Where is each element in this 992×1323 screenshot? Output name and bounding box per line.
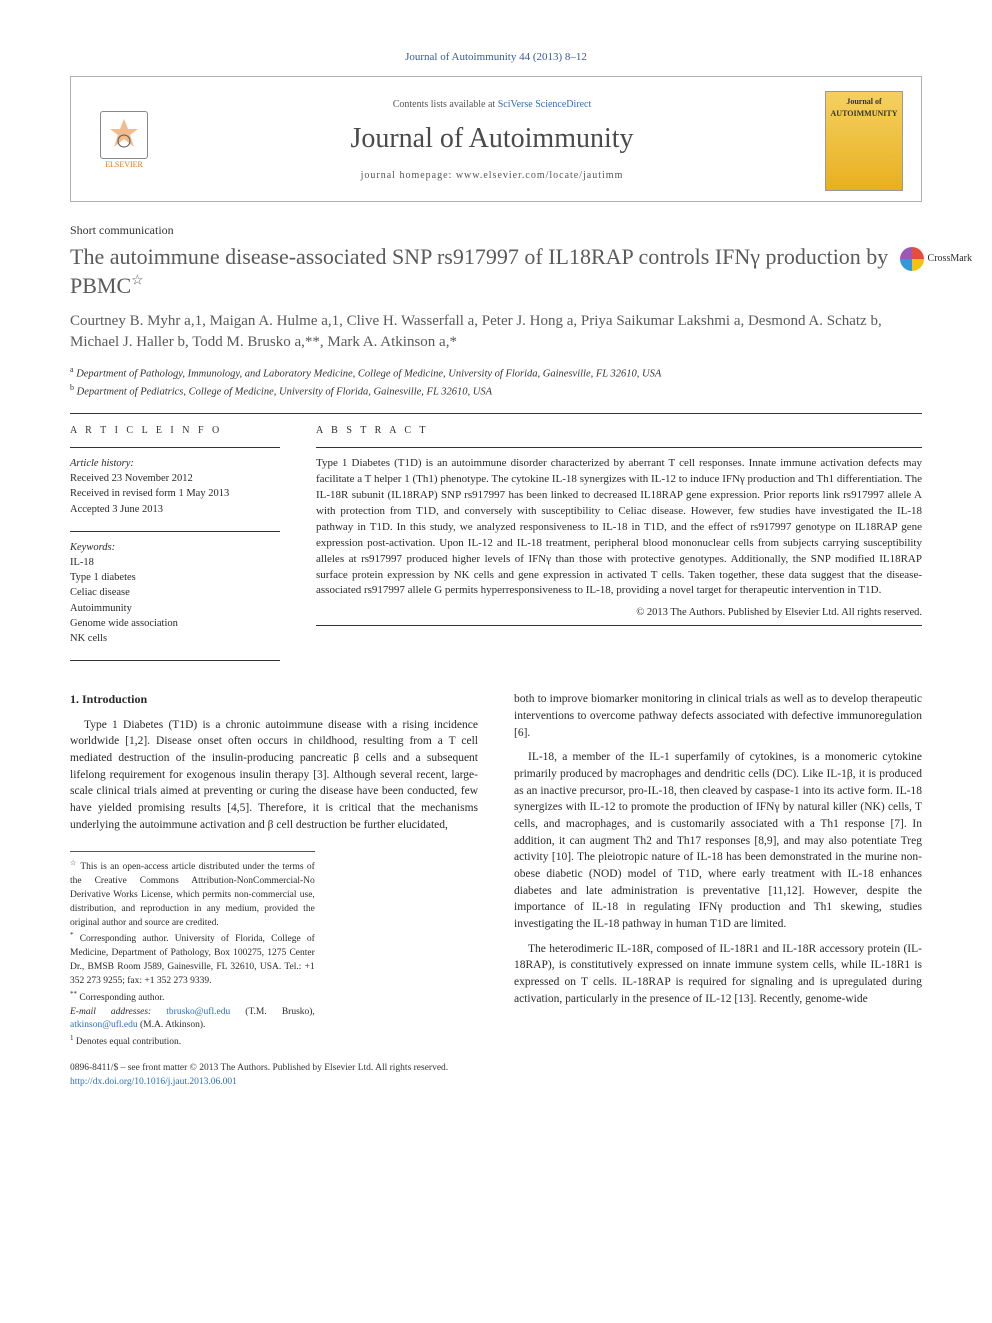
footnote-star-icon: ☆ <box>131 274 144 289</box>
elsevier-tree-icon <box>100 111 148 159</box>
crossmark-badge[interactable]: CrossMark <box>900 247 972 271</box>
divider <box>70 413 922 414</box>
journal-homepage[interactable]: journal homepage: www.elsevier.com/locat… <box>179 169 805 184</box>
keywords-label: Keywords: <box>70 542 115 553</box>
intro-para-3: IL-18, a member of the IL-1 superfamily … <box>514 749 922 932</box>
keyword: Type 1 diabetes <box>70 572 136 583</box>
history-label: Article history: <box>70 458 134 469</box>
email-link-2[interactable]: atkinson@ufl.edu <box>70 1020 138 1030</box>
journal-citation: Journal of Autoimmunity 44 (2013) 8–12 <box>70 50 922 66</box>
contents-available: Contents lists available at SciVerse Sci… <box>179 98 805 113</box>
footnotes: ☆ This is an open-access article distrib… <box>70 851 315 1050</box>
sciencedirect-link[interactable]: SciVerse ScienceDirect <box>498 99 592 110</box>
journal-cover-thumbnail: Journal of AUTOIMMUNITY <box>825 91 903 191</box>
publisher-label: ELSEVIER <box>105 159 143 171</box>
crossmark-label: CrossMark <box>928 252 972 267</box>
article-info-column: A R T I C L E I N F O Article history: R… <box>70 424 280 661</box>
intro-para-1: Type 1 Diabetes (T1D) is a chronic autoi… <box>70 717 478 834</box>
revised-date: Received in revised form 1 May 2013 <box>70 488 229 499</box>
abstract-copyright: © 2013 The Authors. Published by Elsevie… <box>316 605 922 620</box>
abstract-column: A B S T R A C T Type 1 Diabetes (T1D) is… <box>316 424 922 661</box>
abstract-text: Type 1 Diabetes (T1D) is an autoimmune d… <box>316 447 922 599</box>
front-matter-line: 0896-8411/$ – see front matter © 2013 Th… <box>70 1063 448 1073</box>
crossmark-icon <box>900 247 924 271</box>
article-info-heading: A R T I C L E I N F O <box>70 424 280 439</box>
intro-para-2: both to improve biomarker monitoring in … <box>514 691 922 741</box>
journal-name: Journal of Autoimmunity <box>179 119 805 160</box>
abstract-heading: A B S T R A C T <box>316 424 922 439</box>
email-link-1[interactable]: tbrusko@ufl.edu <box>166 1007 230 1017</box>
keyword: Celiac disease <box>70 587 130 598</box>
elsevier-logo: ELSEVIER <box>89 101 159 181</box>
cover-title: Journal of AUTOIMMUNITY <box>830 96 898 119</box>
received-date: Received 23 November 2012 <box>70 473 193 484</box>
keyword: Autoimmunity <box>70 603 132 614</box>
keyword: NK cells <box>70 633 107 644</box>
doi-link[interactable]: http://dx.doi.org/10.1016/j.jaut.2013.06… <box>70 1077 237 1087</box>
article-type: Short communication <box>70 222 922 239</box>
emails-label: E-mail addresses: <box>70 1007 151 1017</box>
journal-header: ELSEVIER Contents lists available at Sci… <box>70 76 922 202</box>
article-title: The autoimmune disease-associated SNP rs… <box>70 243 922 300</box>
accepted-date: Accepted 3 June 2013 <box>70 504 163 515</box>
intro-para-4: The heterodimeric IL-18R, composed of IL… <box>514 941 922 1008</box>
intro-heading: 1. Introduction <box>70 691 478 708</box>
footer: 0896-8411/$ – see front matter © 2013 Th… <box>70 1062 922 1090</box>
body-right-column: both to improve biomarker monitoring in … <box>514 691 922 1050</box>
affiliations: a Department of Pathology, Immunology, a… <box>70 364 922 399</box>
keyword: Genome wide association <box>70 618 178 629</box>
keyword: IL-18 <box>70 557 94 568</box>
body-left-column: 1. Introduction Type 1 Diabetes (T1D) is… <box>70 691 478 1050</box>
author-list: Courtney B. Myhr a,1, Maigan A. Hulme a,… <box>70 311 922 355</box>
